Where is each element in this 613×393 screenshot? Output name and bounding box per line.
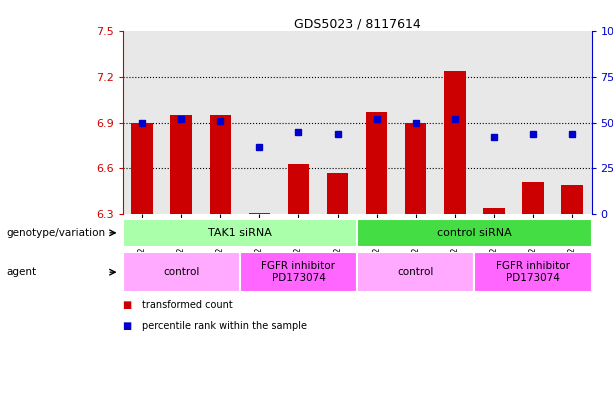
Text: FGFR inhibitor
PD173074: FGFR inhibitor PD173074 <box>496 261 570 283</box>
Bar <box>131 123 153 214</box>
Text: agent: agent <box>6 267 36 277</box>
Bar <box>210 115 231 214</box>
Text: ■: ■ <box>123 321 132 331</box>
Bar <box>357 219 592 247</box>
Text: genotype/variation: genotype/variation <box>6 228 105 238</box>
Title: GDS5023 / 8117614: GDS5023 / 8117614 <box>294 17 421 30</box>
Bar <box>474 252 592 292</box>
Bar <box>327 173 348 214</box>
Bar <box>483 208 504 214</box>
Bar <box>240 252 357 292</box>
Text: control: control <box>397 267 434 277</box>
Text: ■: ■ <box>123 299 132 310</box>
Text: percentile rank within the sample: percentile rank within the sample <box>142 321 307 331</box>
Bar <box>562 185 583 214</box>
Bar <box>249 213 270 214</box>
Bar <box>123 219 357 247</box>
Bar <box>123 252 240 292</box>
Text: control siRNA: control siRNA <box>437 228 512 238</box>
Bar <box>405 123 427 214</box>
Bar <box>366 112 387 214</box>
Bar <box>522 182 544 214</box>
Bar <box>357 252 474 292</box>
Text: control: control <box>163 267 199 277</box>
Bar <box>444 71 465 214</box>
Text: transformed count: transformed count <box>142 299 233 310</box>
Text: FGFR inhibitor
PD173074: FGFR inhibitor PD173074 <box>262 261 335 283</box>
Bar <box>170 115 192 214</box>
Bar <box>287 164 309 214</box>
Text: TAK1 siRNA: TAK1 siRNA <box>208 228 272 238</box>
